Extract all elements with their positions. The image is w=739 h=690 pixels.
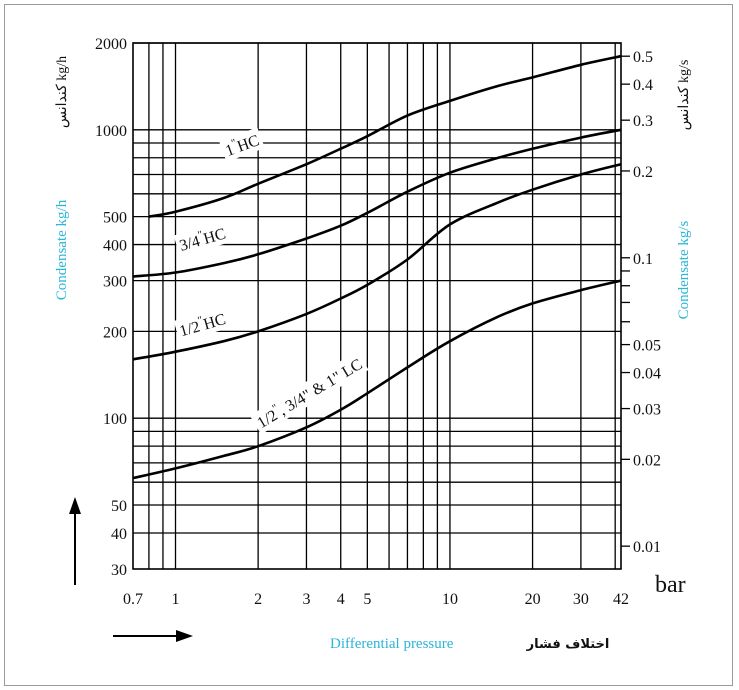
grid	[132, 42, 630, 570]
y-left-tick-label: 200	[103, 324, 127, 341]
x-tick-label: 2	[254, 591, 262, 608]
x-tick-label: 10	[442, 591, 458, 608]
y-right-tick-label: 0.4	[633, 77, 653, 94]
curve-label: 1/2"HC	[173, 306, 231, 343]
y-right-tick-label: 0.5	[633, 49, 653, 66]
plot-border	[132, 42, 622, 570]
x-tick-label: 30	[573, 591, 589, 608]
y-right-tick-label: 0.05	[633, 338, 661, 355]
y-axis-right-title-fa: کندانس kg/s	[677, 60, 692, 131]
ticks: 0.7 1 2 3 4 5 10 20 30 42 30 40 50 100 200 300 400 500 100…	[95, 36, 661, 608]
y-right-tick-label: 0.04	[633, 366, 661, 383]
y-left-tick-label: 40	[111, 526, 127, 543]
right-arrow-icon	[113, 630, 193, 642]
x-axis-title-fa: اختلاف فشار	[526, 637, 610, 652]
y-axis-left-title-en: Condensate kg/h	[54, 199, 70, 300]
up-arrow-icon	[69, 497, 81, 585]
series-curve	[148, 54, 622, 218]
y-right-tick-label: 0.2	[633, 164, 653, 181]
curve-label: 3/4"HC	[173, 220, 231, 257]
y-left-tick-label: 50	[111, 498, 127, 515]
x-tick-label: 4	[337, 591, 345, 608]
y-left-tick-label: 30	[111, 562, 127, 579]
x-tick-label: 1	[172, 591, 180, 608]
series-curve	[132, 162, 622, 361]
y-right-tick-label: 0.1	[633, 251, 653, 268]
y-left-tick-label: 2000	[95, 36, 127, 53]
curve-label: 1/2", 3/4" & 1" LC	[249, 351, 369, 435]
curve-label-background	[173, 306, 231, 343]
x-unit-label: bar	[655, 572, 686, 598]
curve-label-text: 1/2", 3/4" & 1" LC	[253, 353, 366, 432]
y-right-tick-label: 0.01	[633, 539, 661, 556]
y-left-tick-label: 300	[103, 274, 127, 291]
x-tick-label: 3	[302, 591, 310, 608]
x-tick-label: 20	[525, 591, 541, 608]
curve-label-background	[249, 351, 369, 435]
y-left-tick-label: 400	[103, 238, 127, 255]
x-tick-label: 42	[613, 591, 629, 608]
x-tick-label: 5	[363, 591, 371, 608]
curves	[132, 54, 622, 480]
y-left-tick-label: 500	[103, 210, 127, 227]
y-right-tick-label: 0.03	[633, 402, 661, 419]
series-curve	[132, 128, 622, 278]
chart-frame	[4, 4, 733, 686]
y-right-tick-label: 0.02	[633, 452, 661, 469]
curve-label: 1"HC	[219, 127, 265, 162]
series-curve	[132, 279, 622, 480]
y-right-tick-label: 0.3	[633, 113, 653, 130]
curve-label-text: 3/4"HC	[177, 223, 228, 255]
curve-label-background	[219, 127, 265, 162]
y-axis-right-title-en: Condensate kg/s	[676, 220, 692, 319]
y-left-tick-label: 100	[103, 411, 127, 428]
curve-label-background	[173, 220, 231, 257]
y-left-tick-label: 1000	[95, 123, 127, 140]
curve-label-text: 1/2"HC	[177, 308, 228, 340]
x-axis-title-en: Differential pressure	[330, 636, 454, 652]
x-tick-label: 0.7	[123, 591, 143, 608]
y-axis-left-title-fa: کندانس kg/h	[55, 56, 70, 128]
curve-label-text: 1"HC	[222, 129, 261, 160]
